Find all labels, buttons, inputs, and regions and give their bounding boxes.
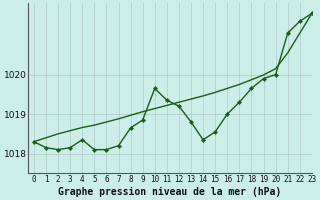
X-axis label: Graphe pression niveau de la mer (hPa): Graphe pression niveau de la mer (hPa) bbox=[58, 186, 282, 197]
